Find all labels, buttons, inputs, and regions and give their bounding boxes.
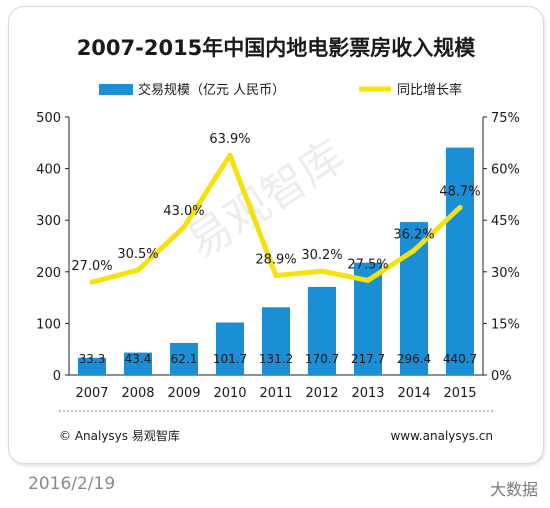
x-tick-label: 2015 bbox=[443, 386, 476, 401]
legend-bar-label: 交易规模（亿元 人民币） bbox=[138, 82, 285, 98]
right-tick-label: 15% bbox=[491, 317, 520, 332]
growth-value-label: 27.5% bbox=[347, 257, 388, 272]
bar-2015 bbox=[446, 147, 474, 375]
bar-2011 bbox=[262, 307, 290, 375]
growth-value-label: 30.2% bbox=[301, 248, 342, 263]
left-tick-label: 200 bbox=[36, 266, 61, 281]
growth-point-2007 bbox=[89, 279, 95, 285]
growth-point-2011 bbox=[273, 273, 279, 279]
bar-value-label: 33.3 bbox=[79, 352, 106, 366]
growth-value-label: 48.7% bbox=[439, 184, 480, 199]
x-tick-label: 2010 bbox=[213, 386, 246, 401]
right-tick-label: 0% bbox=[491, 369, 512, 384]
x-tick-label: 2013 bbox=[351, 386, 384, 401]
bar-value-label: 62.1 bbox=[171, 352, 198, 366]
bar-2010 bbox=[216, 322, 244, 375]
page-tag: 大数据 bbox=[489, 480, 538, 499]
growth-point-2015 bbox=[457, 204, 463, 210]
growth-point-2012 bbox=[319, 268, 325, 274]
left-tick-label: 400 bbox=[36, 163, 61, 178]
bar-2009 bbox=[170, 342, 198, 375]
bar-2007 bbox=[78, 357, 106, 375]
legend-bar-swatch bbox=[99, 84, 133, 95]
right-tick-label: 75% bbox=[491, 111, 520, 126]
bar-value-label: 170.7 bbox=[305, 352, 339, 366]
growth-value-label: 28.9% bbox=[255, 253, 296, 268]
growth-point-2010 bbox=[227, 152, 233, 158]
bar-value-label: 43.4 bbox=[125, 352, 152, 366]
bar-value-label: 217.7 bbox=[351, 352, 385, 366]
growth-value-label: 63.9% bbox=[209, 132, 250, 147]
left-tick-label: 500 bbox=[36, 111, 61, 126]
page-date: 2016/2/19 bbox=[28, 474, 116, 494]
bar-value-label: 440.7 bbox=[443, 352, 477, 366]
right-tick-label: 30% bbox=[491, 266, 520, 281]
growth-value-label: 30.5% bbox=[117, 247, 158, 262]
right-tick-label: 45% bbox=[491, 214, 520, 229]
x-tick-label: 2008 bbox=[121, 386, 154, 401]
growth-value-label: 36.2% bbox=[393, 227, 434, 242]
chart-card: 2007-2015年中国内地电影票房收入规模 交易规模（亿元 人民币） 同比增长… bbox=[8, 6, 544, 464]
bar-2012 bbox=[308, 286, 336, 375]
left-tick-label: 300 bbox=[36, 214, 61, 229]
bar-value-label: 131.2 bbox=[259, 352, 293, 366]
x-tick-label: 2007 bbox=[75, 386, 108, 401]
website-text: www.analysys.cn bbox=[390, 429, 493, 443]
x-tick-label: 2009 bbox=[167, 386, 200, 401]
x-tick-label: 2014 bbox=[397, 386, 430, 401]
source-text: © Analysys 易观智库 bbox=[59, 428, 180, 443]
left-tick-label: 0 bbox=[53, 369, 61, 384]
bar-value-label: 296.4 bbox=[397, 352, 431, 366]
legend-line-label: 同比增长率 bbox=[397, 82, 462, 98]
growth-point-2008 bbox=[135, 267, 141, 273]
growth-value-label: 27.0% bbox=[71, 259, 112, 274]
left-tick-label: 100 bbox=[36, 317, 61, 332]
chart-svg: 2007-2015年中国内地电影票房收入规模 交易规模（亿元 人民币） 同比增长… bbox=[36, 36, 520, 443]
x-tick-label: 2012 bbox=[305, 386, 338, 401]
plot-area: 0 100 200 300 400 500 0% 15% 30% 45% 60% 75% 2007 200… bbox=[36, 111, 520, 401]
growth-point-2013 bbox=[365, 277, 371, 283]
growth-point-2009 bbox=[181, 224, 187, 230]
bar-2008 bbox=[124, 352, 152, 375]
right-tick-label: 60% bbox=[491, 163, 520, 178]
chart-title: 2007-2015年中国内地电影票房收入规模 bbox=[77, 36, 477, 60]
x-tick-label: 2011 bbox=[259, 386, 292, 401]
bar-value-label: 101.7 bbox=[213, 352, 247, 366]
growth-point-2014 bbox=[411, 247, 417, 253]
growth-value-label: 43.0% bbox=[163, 204, 204, 219]
